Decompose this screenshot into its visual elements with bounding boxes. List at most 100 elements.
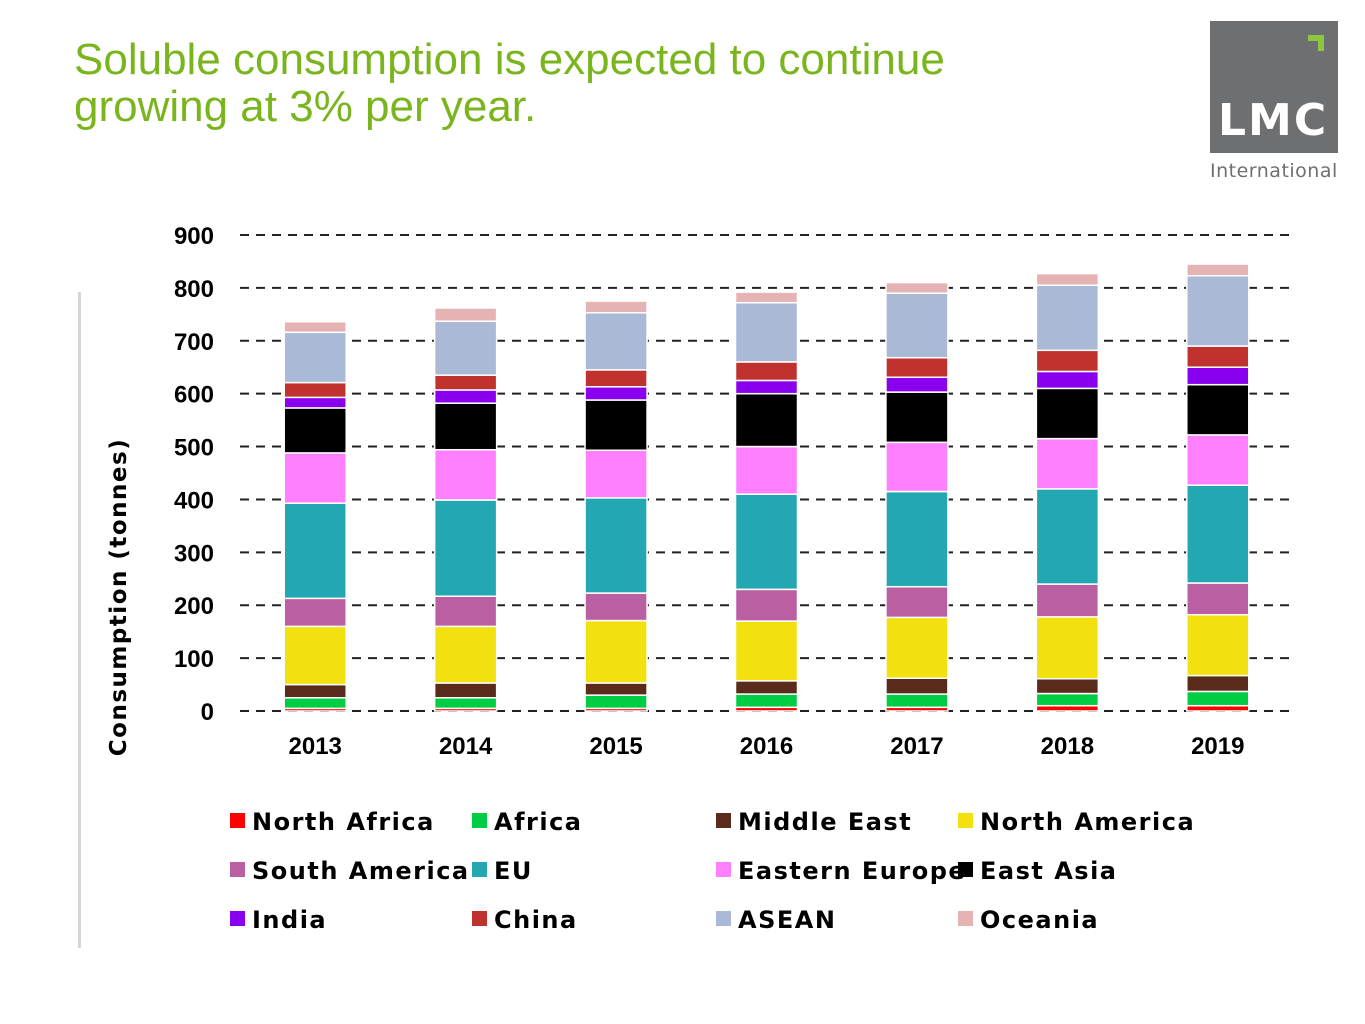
- bar-segment-east-asia: [1186, 383, 1250, 436]
- bar-segment-east-asia: [1035, 387, 1100, 440]
- bar-segment-oceania: [433, 307, 498, 322]
- bar-segment-middle-east: [1186, 674, 1250, 693]
- legend-swatch: [958, 862, 973, 877]
- legend-swatch: [230, 911, 245, 926]
- bar-segment-africa: [283, 697, 347, 710]
- legend-label: North Africa: [252, 808, 435, 836]
- left-divider: [78, 292, 81, 948]
- bar-segment-eu: [885, 490, 949, 588]
- bar-segment-india: [433, 389, 498, 404]
- bar-segment-middle-east: [734, 680, 799, 695]
- x-tick-label: 2019: [1191, 733, 1244, 760]
- bar-segment-eu: [584, 497, 648, 594]
- bar-segment-eu: [433, 499, 498, 597]
- y-tick-label: 900: [174, 223, 214, 250]
- legend-label: China: [494, 906, 578, 934]
- bar-stack-2015: [584, 300, 648, 712]
- bar-segment-south-america: [584, 592, 648, 622]
- bar-segment-oceania: [1035, 272, 1100, 286]
- y-tick-label: 500: [174, 435, 214, 462]
- legend-swatch: [716, 862, 731, 877]
- legend-label: East Asia: [980, 857, 1117, 885]
- legend-swatch: [472, 911, 487, 926]
- legend-label: South America: [252, 857, 470, 885]
- bar-segment-east-asia: [734, 392, 799, 448]
- bar-segment-africa: [1186, 690, 1250, 707]
- lmc-logo: LMC International: [1210, 21, 1338, 183]
- bar-segment-north-america: [584, 619, 648, 684]
- bar-segment-eu: [734, 493, 799, 591]
- legend-label: Oceania: [980, 906, 1099, 934]
- slide-title-line-2: growing at 3% per year.: [74, 82, 537, 131]
- bar-stack-2013: [283, 320, 347, 712]
- bar-segment-middle-east: [283, 683, 347, 699]
- bar-segment-east-asia: [283, 407, 347, 454]
- x-tick-label: 2018: [1041, 733, 1094, 760]
- bar-segment-south-america: [1035, 583, 1100, 618]
- x-tick-label: 2014: [439, 733, 493, 760]
- legend-item-eastern-europe: Eastern Europe: [716, 857, 965, 885]
- bar-segment-africa: [433, 697, 498, 710]
- legend-swatch: [716, 813, 731, 828]
- bar-stack-2019: [1186, 263, 1250, 712]
- bar-segment-eu: [283, 502, 347, 600]
- x-tick-label: 2013: [289, 733, 342, 760]
- bar-segment-china: [433, 374, 498, 391]
- bar-segment-eu: [1186, 484, 1250, 584]
- bar-segment-africa: [734, 693, 799, 709]
- bar-segment-africa: [885, 693, 949, 709]
- bar-segment-india: [1035, 370, 1100, 390]
- bar-segment-oceania: [283, 320, 347, 334]
- bar-segment-africa: [1035, 692, 1100, 707]
- axis-labels: 0 100 200 300 400 500 600 700 800 900 2013 2014 2015…: [174, 223, 1245, 760]
- bar-segment-eu: [1035, 488, 1100, 585]
- bar-segment-china: [584, 369, 648, 388]
- bar-segment-middle-east: [433, 682, 498, 699]
- bar-segment-oceania: [584, 300, 648, 314]
- bar-segment-east-asia: [433, 402, 498, 451]
- bar-segment-north-africa: [1035, 704, 1100, 712]
- bar-segment-india: [1186, 366, 1250, 386]
- legend-swatch: [958, 813, 973, 828]
- bars: [283, 263, 1250, 712]
- bar-segment-south-america: [1186, 582, 1250, 616]
- y-tick-label: 0: [201, 699, 214, 726]
- y-tick-label: 200: [174, 593, 214, 620]
- legend-label: North America: [980, 808, 1195, 836]
- bar-segment-india: [283, 396, 347, 409]
- bar-segment-china: [283, 381, 347, 399]
- y-tick-label: 600: [174, 382, 214, 409]
- y-tick-label: 100: [174, 646, 214, 673]
- bar-segment-china: [734, 361, 799, 382]
- legend-label: ASEAN: [738, 906, 836, 934]
- bar-segment-eastern-europe: [433, 448, 498, 501]
- x-tick-label: 2017: [890, 733, 943, 760]
- legend-item-south-america: South America: [230, 857, 470, 885]
- legend-swatch: [472, 813, 487, 828]
- bar-segment-south-america: [734, 588, 799, 622]
- bar-segment-asean: [1035, 284, 1100, 352]
- bar-segment-asean: [1186, 274, 1250, 347]
- bar-segment-eastern-europe: [734, 445, 799, 495]
- y-tick-label: 300: [174, 540, 214, 567]
- legend-swatch: [716, 911, 731, 926]
- bar-segment-asean: [885, 292, 949, 359]
- bar-segment-africa: [584, 694, 648, 710]
- bar-stack-2016: [734, 291, 799, 712]
- bar-segment-north-america: [1186, 613, 1250, 677]
- legend-swatch: [230, 862, 245, 877]
- bar-segment-oceania: [885, 281, 949, 294]
- bar-stack-2018: [1035, 272, 1100, 712]
- bar-segment-oceania: [1186, 263, 1250, 277]
- legend-item-north-america: North America: [958, 808, 1195, 836]
- bar-stack-2017: [885, 281, 949, 712]
- bar-stack-2014: [433, 307, 498, 712]
- legend-swatch: [230, 813, 245, 828]
- bar-segment-china: [1035, 349, 1100, 373]
- logo-corner-mark-icon: [1308, 35, 1324, 51]
- bar-segment-south-america: [283, 597, 347, 628]
- bar-segment-asean: [734, 301, 799, 363]
- bar-segment-eastern-europe: [1186, 434, 1250, 486]
- bar-segment-east-asia: [885, 391, 949, 444]
